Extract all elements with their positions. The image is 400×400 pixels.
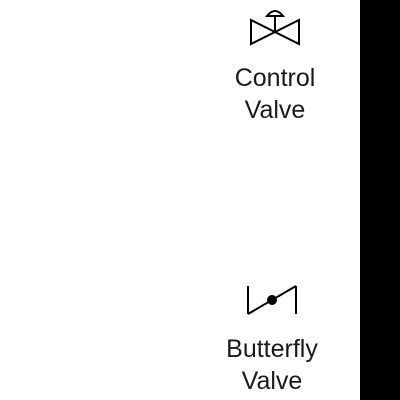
butterfly-valve-icon (247, 285, 297, 315)
control-valve-icon (250, 10, 300, 46)
palette-item-butterfly-valve[interactable]: Butterfly Valve (212, 270, 332, 400)
butterfly-valve-label: Butterfly Valve (212, 333, 332, 397)
label-line-1: Control (234, 64, 316, 92)
control-valve-label: Control Valve (215, 62, 335, 126)
side-panel (360, 0, 400, 400)
palette-item-control-valve[interactable]: Control Valve (215, 0, 335, 140)
label-line-2: Valve (241, 367, 303, 395)
label-line-1: Butterfly (226, 335, 318, 363)
label-line-2: Valve (244, 96, 306, 124)
